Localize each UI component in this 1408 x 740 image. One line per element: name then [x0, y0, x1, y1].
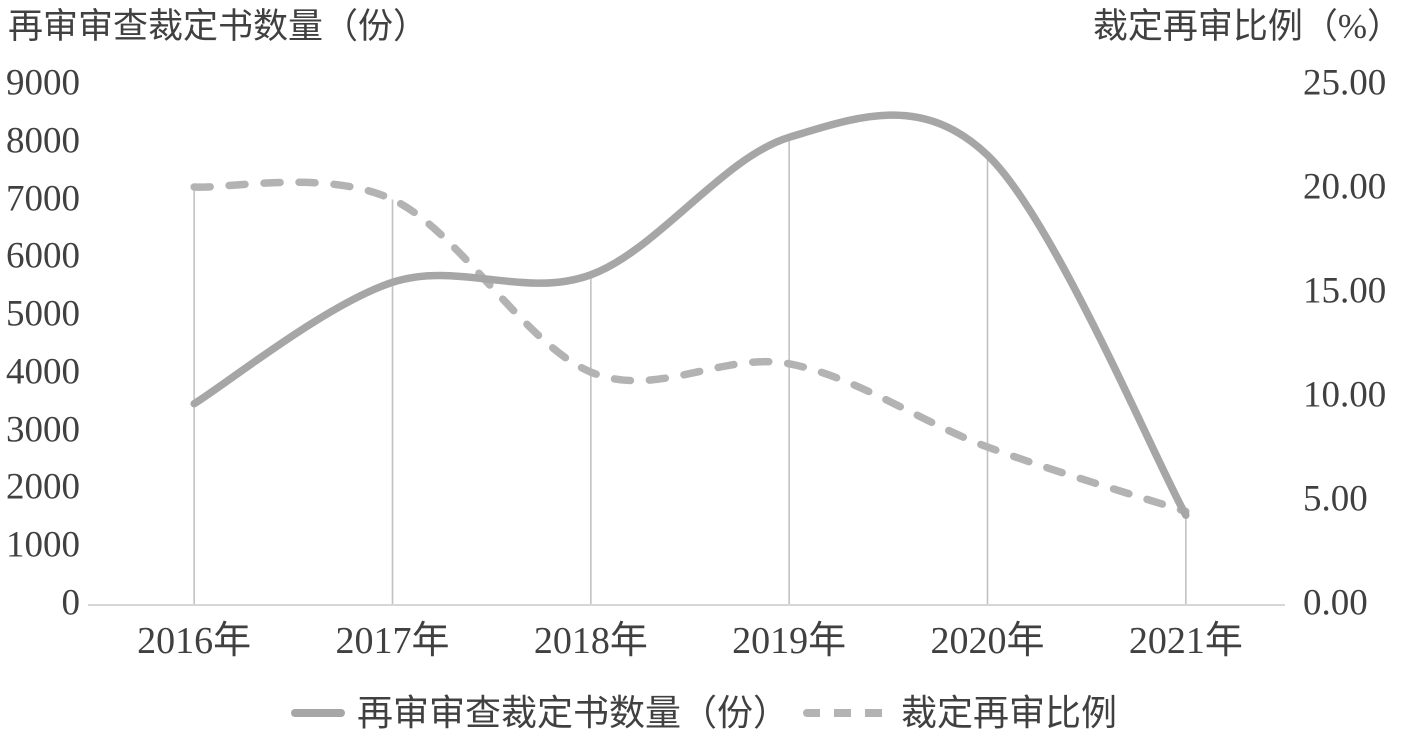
x-axis-label-2017: 2017年: [335, 620, 450, 662]
right-axis-tick: 15.00: [1303, 270, 1387, 312]
x-axis-label-2018: 2018年: [533, 620, 648, 662]
legend-label-ratio: 裁定再审比例: [901, 693, 1118, 733]
right-axis-tick: 0.00: [1303, 582, 1368, 624]
left-axis-tick: 8000: [6, 120, 80, 162]
x-axis-label-2021: 2021年: [1128, 620, 1243, 662]
x-axis-label-2020: 2020年: [930, 620, 1045, 662]
left-axis-tick: 0: [61, 582, 81, 624]
left-axis-tick: 4000: [6, 351, 80, 393]
right-axis-tick: 5.00: [1303, 478, 1368, 520]
legend: 再审审查裁定书数量（份） 裁定再审比例: [0, 692, 1408, 734]
right-axis-tick: 20.00: [1303, 166, 1387, 208]
left-axis-tick: 1000: [6, 524, 80, 566]
right-axis-title: 裁定再审比例（%）: [1092, 7, 1402, 46]
series-solid-quantity-line: [190, 111, 1190, 519]
x-axis-label-2019: 2019年: [732, 620, 847, 662]
legend-label-quantity: 再审审查裁定书数量（份）: [356, 693, 789, 733]
left-axis-tick: 3000: [6, 409, 80, 451]
right-axis-tick: 25.00: [1303, 62, 1387, 104]
dashed-line-swatch-icon: [803, 709, 889, 717]
legend-item-ratio: 裁定再审比例: [803, 692, 1117, 734]
solid-line-swatch-icon: [290, 709, 345, 717]
x-axis-label-2016: 2016年: [137, 620, 252, 662]
left-axis-tick: 7000: [6, 178, 80, 220]
left-axis-title: 再审审查裁定书数量（份）: [8, 7, 429, 46]
legend-item-quantity: 再审审查裁定书数量（份）: [290, 692, 789, 734]
left-axis-tick: 6000: [6, 235, 80, 277]
right-axis-tick: 10.00: [1303, 374, 1387, 416]
left-axis-tick: 5000: [6, 293, 80, 335]
left-axis-tick: 2000: [6, 466, 80, 508]
left-axis-tick: 9000: [6, 62, 80, 104]
series-dashed-ratio-line: [190, 178, 1190, 516]
